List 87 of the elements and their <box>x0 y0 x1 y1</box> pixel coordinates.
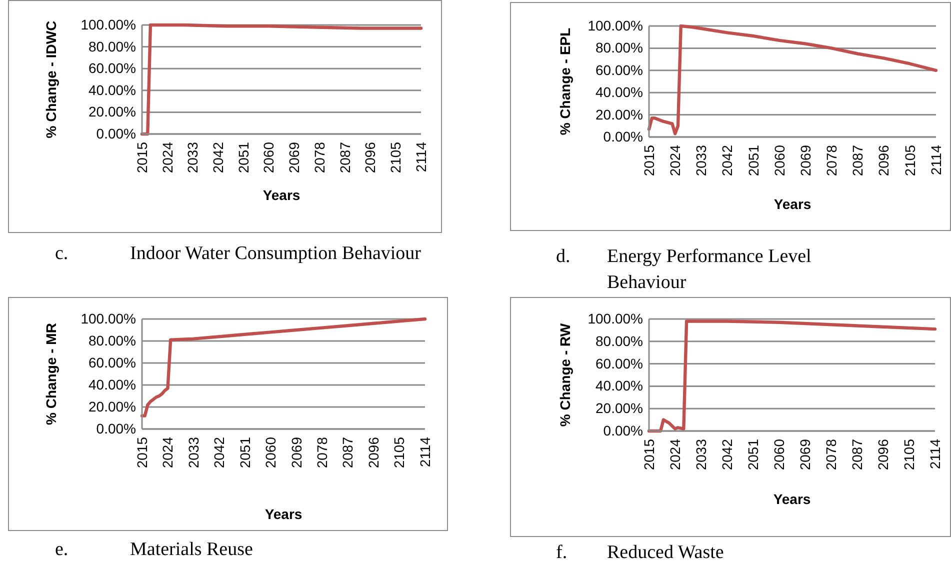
x-tick-label: 2024 <box>666 144 683 176</box>
x-tick-label: 2015 <box>640 438 657 470</box>
x-tick-label: 2114 <box>416 436 433 468</box>
x-tick-label: 2078 <box>314 436 330 468</box>
x-tick-label: 2042 <box>210 142 226 174</box>
x-tick-label: 2060 <box>771 144 788 176</box>
x-tick-label: 2051 <box>235 142 252 174</box>
x-tick-label: 2042 <box>718 438 735 470</box>
x-tick-label: 2015 <box>134 142 150 174</box>
x-tick-label: 2087 <box>848 438 865 470</box>
y-tick-label: 60.00% <box>596 62 643 78</box>
y-tick-label: 20.00% <box>88 104 136 120</box>
x-tick-label: 2087 <box>336 142 353 174</box>
y-axis-title: % Change - MR <box>43 323 59 425</box>
y-tick-label: 40.00% <box>596 84 643 100</box>
x-tick-label: 2114 <box>926 438 943 470</box>
x-tick-label: 2042 <box>211 436 228 468</box>
y-tick-label: 40.00% <box>88 376 136 392</box>
line-series <box>140 23 423 136</box>
line-series <box>647 320 937 433</box>
y-tick-label: 100.00% <box>588 17 643 34</box>
y-tick-label: 0.00% <box>96 125 136 142</box>
y-tick-label: 60.00% <box>88 354 136 370</box>
y-axis-title: % Change - RW <box>557 322 573 427</box>
x-tick-label: 2096 <box>365 436 382 468</box>
y-tick-label: 60.00% <box>88 60 136 76</box>
y-tick-label: 100.00% <box>588 310 643 326</box>
x-tick-label: 2060 <box>770 438 787 470</box>
x-tick-label: 2105 <box>391 436 408 468</box>
x-tick-label: 2087 <box>340 436 356 468</box>
y-tick-label: 100.00% <box>80 16 136 32</box>
x-tick-label: 2096 <box>362 142 378 174</box>
x-tick-label: 2051 <box>745 144 762 176</box>
x-axis-title: Years <box>773 491 811 507</box>
x-tick-label: 2024 <box>666 438 683 470</box>
y-tick-label: 80.00% <box>596 332 643 349</box>
x-axis-title: Years <box>774 196 812 212</box>
x-tick-label: 2033 <box>185 436 202 468</box>
y-axis-title: % Change - EPL <box>557 27 573 136</box>
y-tick-label: 80.00% <box>88 38 136 54</box>
x-tick-label: 2033 <box>184 142 201 174</box>
x-tick-label: 2033 <box>693 144 710 176</box>
x-tick-label: 2105 <box>900 438 917 470</box>
y-tick-label: 100.00% <box>80 310 136 326</box>
y-tick-label: 0.00% <box>603 128 643 144</box>
x-tick-label: 2078 <box>311 142 328 174</box>
x-tick-label: 2069 <box>797 144 814 176</box>
x-tick-label: 2105 <box>388 142 404 174</box>
y-tick-label: 60.00% <box>596 355 643 372</box>
x-axis-title: Years <box>262 187 300 203</box>
y-axis-title: % Change - IDWC <box>43 20 59 138</box>
line-series <box>647 24 938 136</box>
x-tick-label: 2078 <box>824 144 840 176</box>
y-tick-label: 20.00% <box>596 400 643 416</box>
x-tick-label: 2087 <box>850 144 866 176</box>
x-tick-label: 2078 <box>822 438 839 470</box>
chart-title: c. Indoor Water Consumption Behaviour <box>55 243 421 264</box>
chart-title: e. Materials Reuse <box>55 539 253 560</box>
x-axis-title: Years <box>264 506 302 522</box>
x-tick-label: 2033 <box>692 438 709 470</box>
x-tick-label: 2042 <box>719 144 736 176</box>
chart-title: d. Energy Performance Level Behaviour <box>556 246 812 293</box>
x-tick-label: 2015 <box>640 144 657 176</box>
y-tick-label: 40.00% <box>88 82 136 98</box>
y-tick-label: 20.00% <box>596 106 643 122</box>
y-tick-label: 0.00% <box>603 422 643 438</box>
chart-title: f. Reduced Waste <box>556 542 724 563</box>
y-tick-label: 40.00% <box>596 378 643 394</box>
y-tick-label: 0.00% <box>96 420 136 436</box>
x-tick-label: 2015 <box>134 436 150 468</box>
x-tick-label: 2024 <box>159 142 176 174</box>
x-tick-label: 2069 <box>288 436 304 468</box>
x-tick-label: 2114 <box>928 144 944 176</box>
x-tick-label: 2051 <box>744 438 761 470</box>
x-tick-label: 2114 <box>412 142 429 172</box>
y-tick-label: 20.00% <box>88 398 136 414</box>
x-tick-label: 2060 <box>262 436 279 468</box>
x-tick-label: 2024 <box>160 436 176 468</box>
x-tick-label: 2096 <box>876 144 892 176</box>
x-tick-label: 2105 <box>902 144 918 176</box>
y-tick-label: 80.00% <box>88 332 136 348</box>
x-tick-label: 2096 <box>874 438 891 470</box>
x-tick-label: 2069 <box>286 142 302 174</box>
x-tick-label: 2060 <box>260 142 277 174</box>
y-tick-label: 80.00% <box>596 40 643 56</box>
x-tick-label: 2069 <box>796 438 813 470</box>
x-tick-label: 2051 <box>236 436 253 468</box>
